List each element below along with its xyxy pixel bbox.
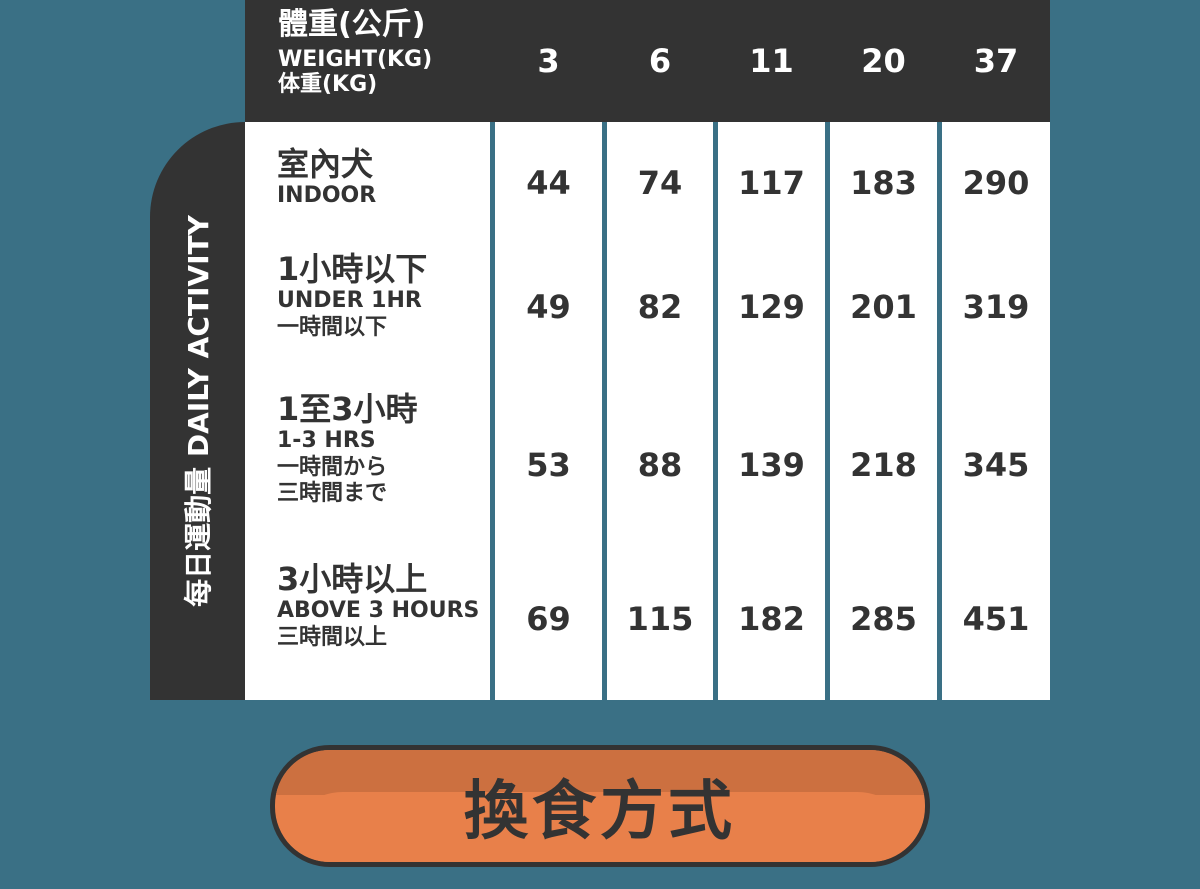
table-cell: 285 xyxy=(850,600,917,638)
row-label-sub1: UNDER 1HR xyxy=(277,288,422,314)
row-label-sub2: 一時間以下 xyxy=(277,314,388,340)
table-cell: 82 xyxy=(637,288,683,326)
weight-col-11: 11 xyxy=(749,42,794,80)
table-cell: 319 xyxy=(962,288,1030,326)
row-label-sub1: INDOOR xyxy=(277,183,377,209)
row-label-zh: 1至3小時 xyxy=(277,390,418,428)
table-cell: 49 xyxy=(526,288,571,326)
weight-header-label: 體重(公斤) WEIGHT(KG) 体重(KG) xyxy=(278,7,433,97)
row-label-sub1: 1-3 HRS xyxy=(277,428,376,454)
row-label-sub1: ABOVE 3 HOURS xyxy=(277,598,480,624)
table-cell: 74 xyxy=(637,164,683,202)
row-label-sub3: 三時間まで xyxy=(277,481,388,507)
button-shade xyxy=(275,750,925,795)
table-cell: 117 xyxy=(738,164,805,202)
button-label: 換食方式 xyxy=(464,775,736,849)
row-label: 1小時以下 UNDER 1HR 一時間以下 xyxy=(277,250,427,341)
row-label-sub2: 一時間から xyxy=(277,454,388,480)
table-cell: 115 xyxy=(626,600,694,638)
table-cell: 129 xyxy=(738,288,805,326)
button-highlight xyxy=(283,792,917,862)
table-cell: 44 xyxy=(526,164,571,202)
value-column xyxy=(942,122,1050,700)
label-column xyxy=(245,122,490,700)
row-label-zh: 室內犬 xyxy=(277,145,374,183)
value-column xyxy=(607,122,713,700)
feeding-transition-button[interactable]: 換食方式 xyxy=(270,745,930,867)
row-label-sub2: 三時間以上 xyxy=(277,624,388,650)
table-cell: 183 xyxy=(850,164,917,202)
activity-side-panel xyxy=(150,122,245,700)
value-column xyxy=(830,122,937,700)
table-cell: 69 xyxy=(526,600,571,638)
table-cell: 88 xyxy=(637,446,683,484)
row-label: 3小時以上 ABOVE 3 HOURS 三時間以上 xyxy=(277,560,479,651)
table-cell: 139 xyxy=(738,446,805,484)
value-column xyxy=(495,122,602,700)
weight-label-jp: 体重(KG) xyxy=(278,71,378,97)
table-cell: 218 xyxy=(850,446,917,484)
weight-col-6: 6 xyxy=(648,42,672,80)
table-cell: 290 xyxy=(962,164,1030,202)
weight-col-20: 20 xyxy=(861,42,906,80)
daily-activity-label: 每日運動量 DAILY ACTIVITY xyxy=(182,215,215,607)
table-cell: 451 xyxy=(962,600,1030,638)
weight-col-37: 37 xyxy=(973,42,1019,80)
row-label-zh: 3小時以上 xyxy=(277,560,428,598)
row-label: 1至3小時 1-3 HRS 一時間から 三時間まで xyxy=(277,390,418,508)
weight-col-3: 3 xyxy=(537,42,560,80)
table-header xyxy=(245,0,1050,122)
table-cell: 201 xyxy=(850,288,917,326)
table-cell: 182 xyxy=(738,600,805,638)
value-column xyxy=(718,122,825,700)
weight-label-zh: 體重(公斤) xyxy=(278,7,426,42)
row-label-zh: 1小時以下 xyxy=(277,250,428,288)
row-label: 室內犬 INDOOR xyxy=(277,145,376,210)
weight-label-en: WEIGHT(KG) xyxy=(278,46,433,72)
table-cell: 345 xyxy=(962,446,1030,484)
table-cell: 53 xyxy=(526,446,571,484)
